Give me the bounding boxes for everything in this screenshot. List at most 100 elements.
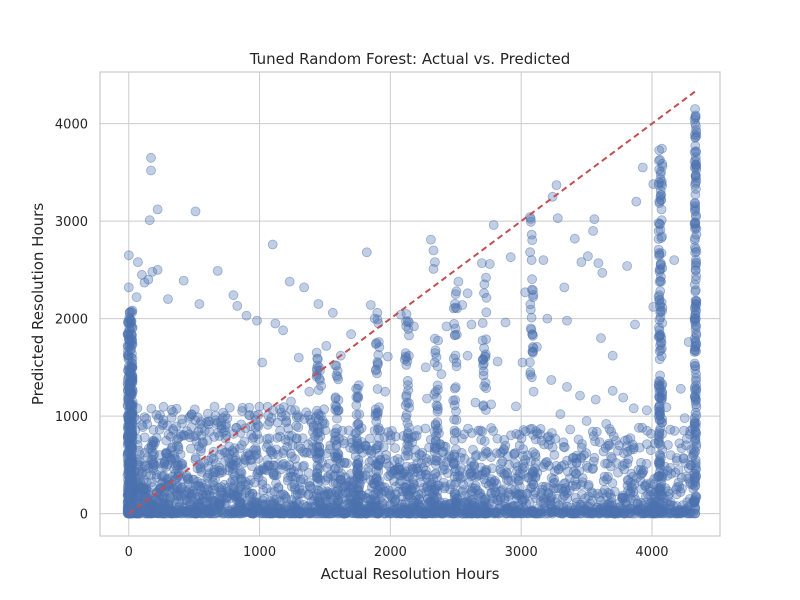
data-point (656, 258, 666, 269)
data-point (691, 441, 702, 452)
data-point (401, 391, 412, 402)
data-point (514, 488, 525, 499)
data-point (233, 502, 244, 513)
data-point (163, 503, 174, 514)
data-point (139, 484, 150, 495)
data-point (148, 435, 158, 446)
data-point (655, 169, 666, 180)
data-point (331, 439, 342, 450)
data-point (689, 198, 700, 209)
data-point (492, 495, 503, 506)
data-point (420, 362, 431, 373)
data-point (220, 411, 231, 421)
data-point (425, 234, 436, 245)
data-point (546, 473, 557, 483)
data-point (570, 508, 581, 519)
data-point (562, 505, 573, 516)
data-point (431, 392, 442, 403)
data-point (224, 462, 235, 473)
data-point (525, 367, 536, 378)
data-point (514, 440, 525, 451)
scatter-points (122, 104, 702, 519)
data-point (125, 344, 136, 355)
data-point (520, 455, 530, 465)
data-point (374, 475, 384, 486)
data-point (444, 452, 455, 462)
data-point (618, 392, 629, 403)
data-point (390, 431, 401, 442)
data-point (462, 288, 473, 299)
data-point (441, 321, 452, 332)
data-point (278, 448, 289, 459)
data-point (235, 466, 246, 477)
data-point (470, 483, 481, 494)
data-point (479, 343, 490, 354)
data-point (691, 229, 702, 240)
data-point (495, 448, 506, 459)
data-point (299, 282, 310, 293)
data-point (284, 430, 295, 441)
data-point (420, 508, 431, 519)
data-point (654, 322, 664, 333)
data-point (555, 409, 566, 420)
data-point (401, 471, 412, 482)
data-point (690, 247, 700, 258)
data-point (144, 215, 155, 226)
data-point (330, 452, 341, 463)
data-point (630, 319, 640, 330)
data-point (543, 487, 554, 498)
data-point (284, 460, 295, 471)
data-point (528, 447, 538, 458)
data-point (132, 257, 143, 268)
data-point (657, 471, 667, 482)
data-point (525, 247, 535, 258)
data-point (266, 445, 276, 456)
data-point (450, 382, 461, 393)
data-point (481, 292, 492, 303)
data-point (480, 494, 491, 505)
data-point (690, 104, 700, 114)
data-point (571, 457, 582, 468)
data-point (184, 488, 195, 499)
data-point (527, 274, 537, 285)
data-point (541, 457, 551, 468)
data-point (556, 461, 567, 472)
data-point (593, 258, 604, 269)
data-point (268, 467, 279, 478)
data-point (479, 436, 490, 447)
data-point (503, 487, 514, 498)
data-point (589, 214, 600, 225)
data-point (380, 386, 391, 397)
data-point (276, 508, 287, 519)
data-point (420, 423, 431, 434)
x-tick-label: 1000 (243, 545, 276, 560)
data-point (518, 469, 528, 479)
data-point (656, 194, 667, 205)
data-point (212, 265, 223, 276)
data-point (450, 330, 461, 341)
data-point (429, 495, 440, 506)
data-point (481, 307, 492, 318)
data-point (403, 441, 414, 452)
data-point (628, 403, 639, 414)
data-point (528, 330, 538, 341)
data-point (654, 426, 665, 437)
data-point (352, 472, 363, 483)
data-point (175, 491, 186, 502)
data-point (123, 250, 134, 261)
data-point (290, 405, 300, 416)
data-point (290, 490, 301, 500)
data-point (488, 220, 499, 230)
data-point (190, 415, 201, 426)
data-point (451, 427, 462, 438)
data-point (430, 504, 441, 515)
y-tick-label: 4000 (55, 118, 88, 133)
data-point (528, 289, 539, 300)
data-point (123, 282, 134, 293)
x-tick-label: 0 (125, 545, 133, 560)
data-point (480, 465, 490, 476)
y-axis-label: Predicted Resolution Hours (29, 203, 47, 405)
data-point (571, 479, 582, 490)
data-point (157, 471, 168, 482)
data-point (218, 427, 229, 438)
